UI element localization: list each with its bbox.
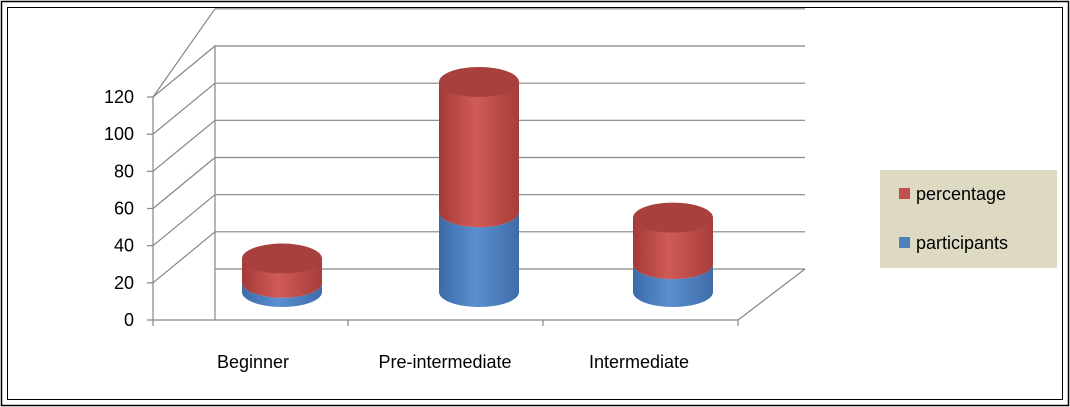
- bar-participants-intermediate: [633, 264, 713, 307]
- x-category-label: Beginner: [217, 352, 289, 372]
- legend: percentage participants: [880, 170, 1057, 268]
- category-labels: Beginner Pre-intermediate Intermediate: [217, 352, 689, 372]
- y-tick-label: 20: [114, 273, 134, 293]
- y-tick-label: 80: [114, 161, 134, 181]
- y-tick-label: 40: [114, 236, 134, 256]
- bar-top-cap: [439, 67, 519, 98]
- bar-participants-pre-intermediate: [439, 212, 519, 307]
- gridline-diagonal: [152, 157, 216, 209]
- y-axis-ticks: 0 20 40 60 80 100 120: [104, 87, 153, 330]
- gridline-diagonal: [152, 8, 216, 98]
- bar-top-cap: [633, 202, 713, 233]
- x-axis-ticks: [152, 320, 739, 326]
- bar-percentage-intermediate: [633, 217, 713, 280]
- gridline-diagonal: [152, 194, 216, 247]
- x-category-label: Pre-intermediate: [378, 352, 511, 372]
- gridline-diagonal: [152, 231, 216, 284]
- legend-swatch-percentage: [899, 188, 910, 199]
- bar-participants-beginner: [242, 282, 322, 307]
- legend-background: [880, 170, 1057, 268]
- gridline-diagonal: [152, 45, 216, 98]
- x-category-label: Intermediate: [589, 352, 689, 372]
- y-tick-label: 0: [124, 310, 134, 330]
- y-tick-label: 120: [104, 87, 134, 107]
- y-tick-label: 60: [114, 199, 134, 219]
- y-tick-label: 100: [104, 124, 134, 144]
- inner-border: [7, 7, 1063, 400]
- legend-label-participants: participants: [916, 233, 1008, 253]
- legend-label-percentage: percentage: [916, 184, 1006, 204]
- legend-swatch-participants: [899, 237, 910, 248]
- gridline-diagonal: [152, 82, 216, 135]
- bar-percentage-pre-intermediate: [439, 82, 519, 228]
- bars: [242, 67, 713, 307]
- gridline-diagonal: [152, 119, 216, 172]
- bar-top-cap: [242, 243, 322, 274]
